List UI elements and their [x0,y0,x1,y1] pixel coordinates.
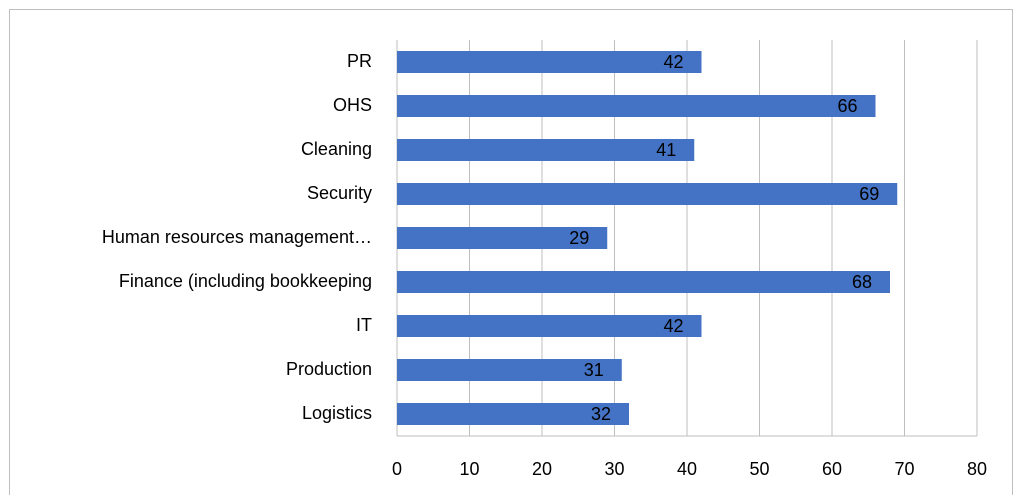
x-tick-label: 20 [532,459,552,479]
y-tick-label: PR [347,51,372,71]
y-tick-label: Security [307,183,372,203]
data-label: 29 [569,228,589,248]
y-tick-label: Logistics [302,403,372,423]
data-label: 42 [663,316,683,336]
y-tick-label: OHS [333,95,372,115]
bar [397,183,898,205]
x-tick-label: 30 [604,459,624,479]
x-tick-label: 40 [677,459,697,479]
bar [397,227,608,249]
bar [397,95,876,117]
x-tick-label: 10 [459,459,479,479]
x-tick-label: 50 [749,459,769,479]
y-tick-label: Finance (including bookkeeping [119,271,372,291]
bar [397,271,890,293]
data-label: 68 [852,272,872,292]
data-label: 42 [663,52,683,72]
x-tick-label: 80 [967,459,987,479]
data-label: 32 [591,404,611,424]
data-label: 31 [584,360,604,380]
x-tick-label: 60 [822,459,842,479]
x-tick-label: 70 [894,459,914,479]
y-tick-label: Production [286,359,372,379]
x-tick-label: 0 [392,459,402,479]
bar [397,315,702,337]
y-tick-label: IT [356,315,372,335]
y-tick-label: Cleaning [301,139,372,159]
y-tick-label: Human resources management… [102,227,372,247]
bar [397,139,695,161]
bar [397,51,702,73]
bar [397,359,622,381]
data-label: 66 [837,96,857,116]
bar [397,403,629,425]
data-label: 69 [859,184,879,204]
data-label: 41 [656,140,676,160]
